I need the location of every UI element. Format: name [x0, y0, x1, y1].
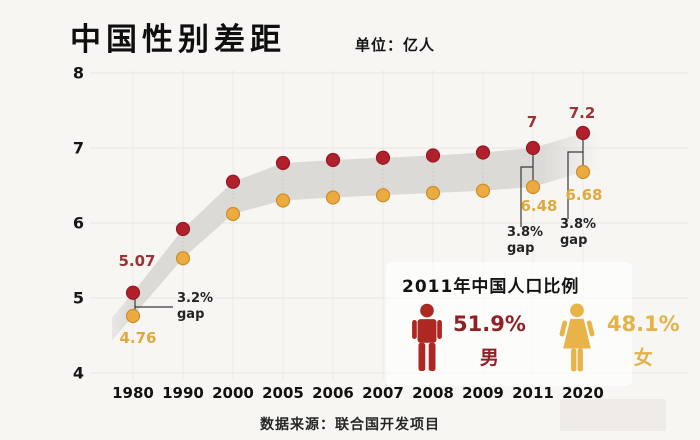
page-title: 中国性别差距 [70, 22, 286, 58]
female-value-label-1980: 4.76 [119, 329, 156, 347]
female-value-label-2020: 6.68 [565, 186, 602, 204]
inset-title: 2011年中国人口比例 [402, 277, 580, 297]
female-label: 女 [633, 347, 653, 370]
x-tick-label: 1980 [112, 384, 154, 402]
male-figure-group: 51.9% 男 [410, 301, 526, 375]
female-value-label-2011: 6.48 [520, 197, 557, 215]
female-person-icon [559, 303, 595, 372]
male-value-label-1980: 5.07 [118, 252, 155, 270]
female-stat: 48.1% 女 [607, 313, 680, 370]
x-tick-label: 2011 [512, 384, 554, 402]
male-stat: 51.9% 男 [453, 313, 526, 370]
y-tick-label: 7 [73, 139, 84, 158]
male-percent: 51.9% [453, 312, 526, 336]
female-point-2000 [225, 206, 241, 222]
y-tick-label: 6 [73, 214, 84, 233]
x-tick-label: 2000 [212, 384, 254, 402]
population-ratio-inset: 2011年中国人口比例 51.9% 男 [386, 262, 680, 386]
x-tick-label: 2005 [262, 384, 304, 402]
female-point-2005 [275, 193, 291, 208]
male-point-1990 [175, 221, 191, 237]
female-point-2009 [475, 183, 491, 198]
female-figure-group: 48.1% 女 [556, 301, 680, 375]
x-tick-label: 2020 [562, 384, 604, 402]
female-point-2007 [375, 188, 391, 203]
male-point-2006 [325, 152, 341, 168]
gap-connector-line [567, 151, 583, 219]
male-point-2008 [425, 148, 441, 163]
x-tick-label: 2008 [412, 384, 454, 402]
male-value-label-2020: 7.2 [569, 104, 596, 122]
gap-annotation-word: gap [560, 233, 587, 248]
inset-figures-row: 51.9% 男 48.1% 女 [402, 301, 680, 375]
female-point-2020 [575, 164, 591, 180]
x-tick-label: 2007 [362, 384, 404, 402]
gap-annotation-percent: 3.8% [507, 225, 543, 240]
male-point-2009 [475, 145, 491, 160]
x-tick-label: 1990 [162, 384, 204, 402]
female-point-1980 [125, 308, 141, 324]
male-value-label-2011: 7 [527, 113, 537, 131]
female-percent: 48.1% [606, 312, 680, 336]
male-point-2011 [525, 140, 541, 156]
male-point-2007 [375, 150, 391, 165]
gap-annotation-word: gap [507, 241, 534, 256]
y-tick-label: 4 [73, 364, 84, 383]
male-point-2020 [575, 125, 591, 141]
y-tick-label: 5 [73, 289, 84, 308]
gap-annotation-percent: 3.8% [560, 217, 596, 232]
gap-annotation-word: gap [177, 307, 204, 322]
data-source: 数据来源：联合国开发项目 [260, 417, 440, 433]
gap-annotation-percent: 3.2% [177, 291, 213, 306]
y-tick-label: 8 [73, 64, 84, 83]
female-point-1990 [175, 251, 191, 266]
male-point-2005 [275, 155, 291, 171]
gap-connector-line [520, 166, 533, 227]
x-tick-label: 2006 [312, 384, 354, 402]
female-point-2006 [325, 190, 341, 205]
male-point-1980 [125, 285, 141, 300]
x-tick-label: 2009 [462, 384, 504, 402]
male-point-2000 [225, 174, 241, 189]
watermark [560, 399, 666, 431]
unit-label: 单位：亿人 [355, 36, 436, 54]
female-point-2008 [425, 185, 441, 201]
female-point-2011 [525, 179, 541, 195]
male-person-icon [412, 303, 442, 372]
male-label: 男 [479, 347, 499, 370]
